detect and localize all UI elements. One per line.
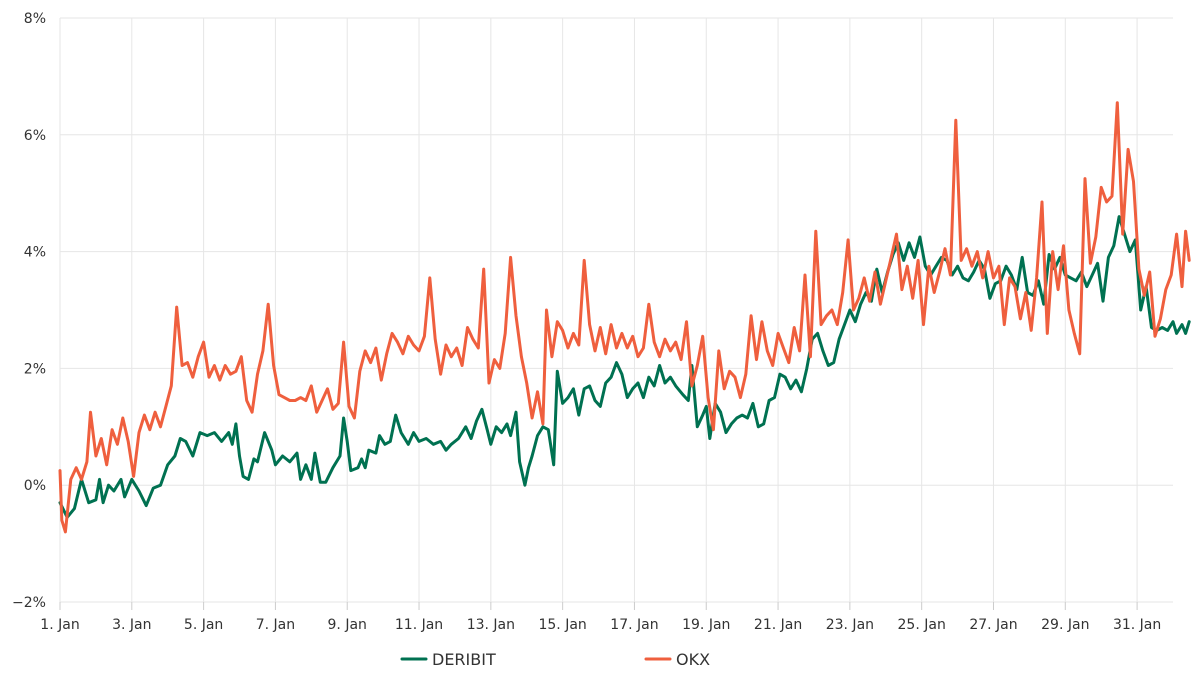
x-tick-label: 15. Jan	[538, 617, 586, 633]
y-tick-label: 0%	[24, 478, 46, 494]
legend-item-deribit[interactable]: DERIBIT	[400, 650, 496, 669]
x-tick-label: 23. Jan	[826, 617, 874, 633]
x-tick-label: 27. Jan	[969, 617, 1017, 633]
y-tick-label: −2%	[12, 595, 46, 611]
chart-series	[58, 101, 1191, 534]
x-tick-label: 21. Jan	[754, 617, 802, 633]
y-axis-labels: 8% 6% 4% 2% 0% −2%	[12, 11, 46, 611]
series-line-okx	[58, 101, 1191, 534]
x-tick-label: 9. Jan	[328, 617, 367, 633]
y-tick-label: 6%	[24, 128, 46, 144]
y-tick-label: 8%	[24, 11, 46, 27]
x-tick-label: 17. Jan	[610, 617, 658, 633]
x-tick-label: 3. Jan	[112, 617, 151, 633]
x-tick-label: 19. Jan	[682, 617, 730, 633]
chart-legend[interactable]: DERIBIT OKX	[400, 650, 710, 669]
legend-label: OKX	[676, 650, 710, 669]
x-tick-label: 13. Jan	[467, 617, 515, 633]
x-tick-label: 11. Jan	[395, 617, 443, 633]
x-tick-label: 29. Jan	[1041, 617, 1089, 633]
x-tick-label: 1. Jan	[40, 617, 79, 633]
series-line-deribit	[58, 215, 1191, 519]
x-tick-label: 25. Jan	[898, 617, 946, 633]
x-tick-label: 5. Jan	[184, 617, 223, 633]
legend-item-okx[interactable]: OKX	[644, 650, 710, 669]
y-tick-label: 2%	[24, 361, 46, 377]
x-tick-label: 31. Jan	[1113, 617, 1161, 633]
x-axis-labels: 1. Jan 3. Jan 5. Jan 7. Jan 9. Jan 11. Jan 13.…	[40, 617, 1161, 633]
x-tick-label: 7. Jan	[256, 617, 295, 633]
legend-label: DERIBIT	[432, 650, 496, 669]
y-tick-label: 4%	[24, 245, 46, 261]
